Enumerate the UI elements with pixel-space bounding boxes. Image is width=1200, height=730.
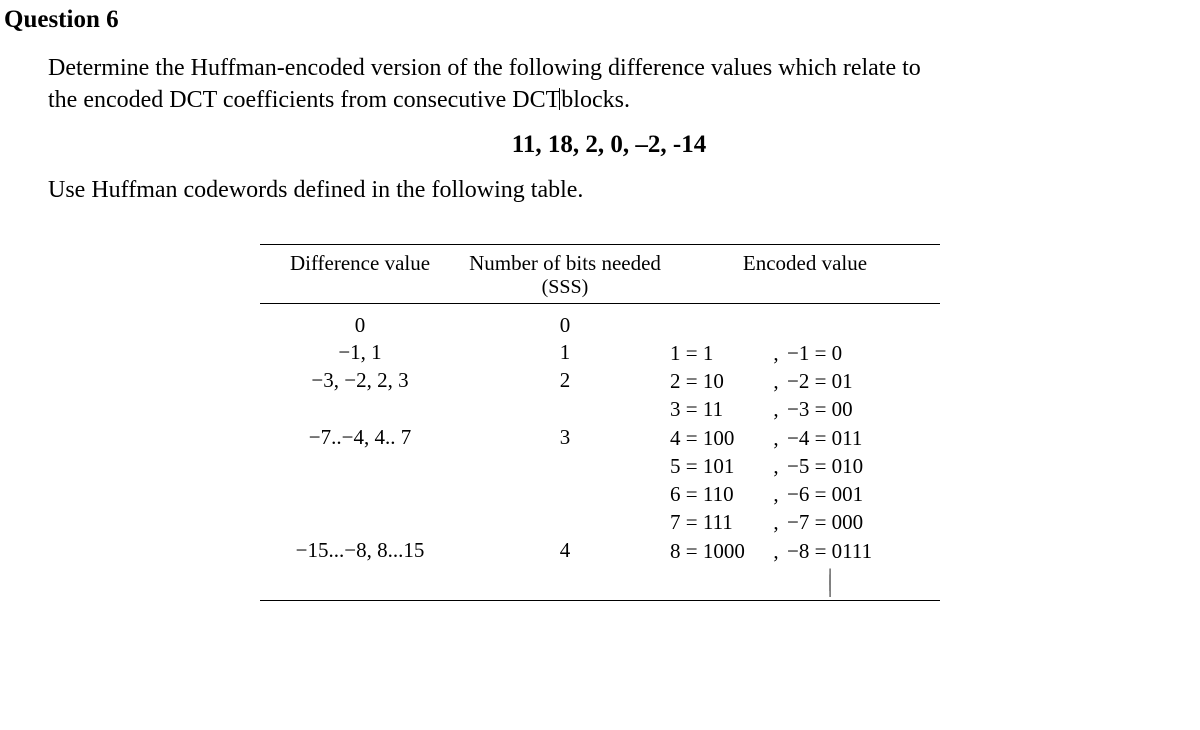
cell-diff: 0 [260,312,460,339]
cell-encoded: 3 = 11,−3 = 00 [670,395,940,423]
cell-encoded: 4 = 100,−4 = 011 [670,424,940,452]
enc-left: 3 = 11 [670,396,765,422]
enc-right: −2 = 01 [787,368,940,394]
cell-bits: 4 [460,537,670,564]
enc-sep: , [769,340,783,366]
cell-diff [260,452,460,454]
cell-bits [460,480,670,482]
cell-bits: 1 [460,339,670,366]
enc-right: −1 = 0 [787,340,940,366]
cell-diff: −1, 1 [260,339,460,366]
table-row: −7..−4, 4.. 7 3 4 = 100,−4 = 011 [260,424,940,452]
enc-left: 8 = 1000 [670,538,765,564]
cell-encoded: 7 = 111,−7 = 000 [670,508,940,536]
cell-bits [460,395,670,397]
enc-left: 5 = 101 [670,453,765,479]
cell-encoded: 5 = 101,−5 = 010 [670,452,940,480]
cell-bits [460,508,670,510]
enc-left: 2 = 10 [670,368,765,394]
table-row: −15...−8, 8...15 4 8 = 1000,−8 = 0111 [260,537,940,565]
enc-sep: , [769,425,783,451]
cell-diff [260,508,460,510]
enc-sep: , [769,396,783,422]
table-row-ellipsis: ||| [260,565,940,592]
table-row: −3, −2, 2, 3 2 2 = 10,−2 = 01 [260,367,940,395]
enc-right: −3 = 00 [787,396,940,422]
cell-encoded: 8 = 1000,−8 = 0111 [670,537,940,565]
enc-right: −7 = 000 [787,509,940,535]
enc-sep: , [769,368,783,394]
table-row: 3 = 11,−3 = 00 [260,395,940,423]
question-heading: Question 6 [4,6,1200,34]
enc-right: −4 = 011 [787,425,940,451]
prompt-line-1: Determine the Huffman-encoded version of… [48,55,921,81]
header-col-encoded: Encoded value [670,251,940,299]
header-col-bits-sub: (SSS) [460,276,670,299]
cell-encoded: 2 = 10,−2 = 01 [670,367,940,395]
enc-right: −6 = 001 [787,481,940,507]
table-row: 7 = 111,−7 = 000 [260,508,940,536]
instruction-text: Use Huffman codewords defined in the fol… [48,177,1170,204]
enc-sep: , [769,538,783,564]
enc-left: 4 = 100 [670,425,765,451]
table-row: 5 = 101,−5 = 010 [260,452,940,480]
value-list: 11, 18, 2, 0, –2, -14 [48,131,1170,159]
cell-bits: 0 [460,312,670,339]
header-col-bits: Number of bits needed (SSS) [460,251,670,299]
cell-diff [260,395,460,397]
header-col-diff: Difference value [260,251,460,299]
prompt-text: Determine the Huffman-encoded version of… [48,52,1170,117]
cell-diff: −15...−8, 8...15 [260,537,460,564]
cell-encoded: 1 = 1,−1 = 0 [670,339,940,367]
enc-left: 7 = 111 [670,509,765,535]
table-body: 0 0 −1, 1 1 1 = 1,−1 = 0 −3, −2, 2, 3 2 [260,304,940,601]
prompt-line-2b: blocks. [561,87,630,113]
cell-bits [460,452,670,454]
question-body: Determine the Huffman-encoded version of… [48,52,1170,204]
table-header-row: Difference value Number of bits needed (… [260,244,940,304]
enc-right: −5 = 010 [787,453,940,479]
cell-encoded: 6 = 110,−6 = 001 [670,480,940,508]
cell-diff: −3, −2, 2, 3 [260,367,460,394]
huffman-table: Difference value Number of bits needed (… [260,244,940,601]
cell-diff: −7..−4, 4.. 7 [260,424,460,451]
cell-encoded [670,312,940,314]
header-col-bits-label: Number of bits needed [469,251,661,275]
enc-left: 6 = 110 [670,481,765,507]
cell-diff [260,480,460,482]
enc-left: 1 = 1 [670,340,765,366]
enc-sep: , [769,509,783,535]
table-row: 0 0 [260,312,940,339]
cell-bits: 3 [460,424,670,451]
table-row: 6 = 110,−6 = 001 [260,480,940,508]
cell-bits: 2 [460,367,670,394]
enc-sep: , [769,453,783,479]
table-row: −1, 1 1 1 = 1,−1 = 0 [260,339,940,367]
enc-right: −8 = 0111 [787,538,940,564]
vertical-ellipsis-icon: ||| [670,566,840,591]
enc-sep: , [769,481,783,507]
page: Question 6 Determine the Huffman-encoded… [0,0,1200,601]
prompt-line-2a: the encoded DCT coefficients from consec… [48,87,560,113]
